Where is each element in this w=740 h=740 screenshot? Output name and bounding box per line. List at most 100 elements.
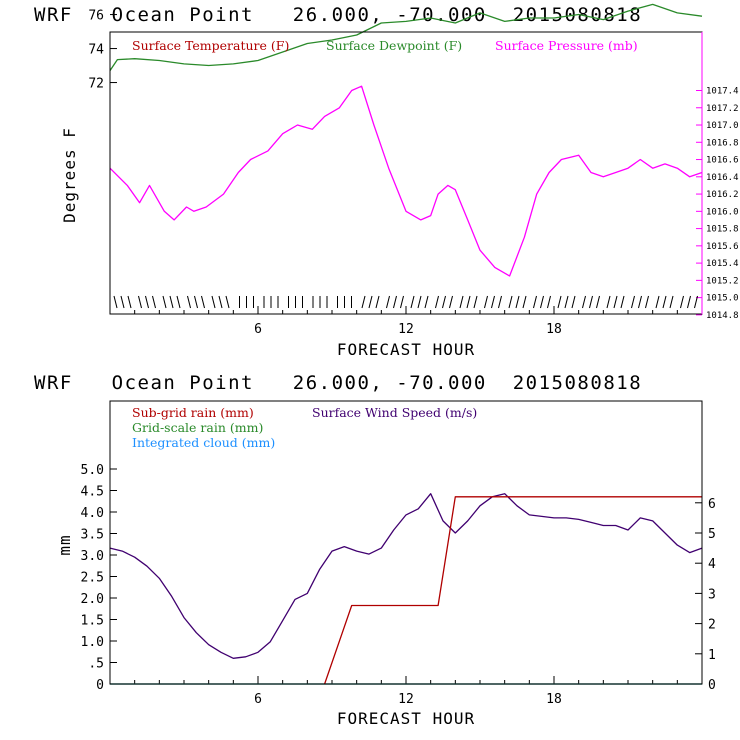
left-tick-label: 76	[88, 9, 104, 24]
series-line-2	[109, 85, 703, 277]
wind-barb	[127, 295, 132, 309]
x-tick-label: 18	[546, 692, 562, 707]
wind-barb	[424, 295, 429, 309]
right-tick-label: 1015.6	[706, 242, 739, 252]
wind-barb	[375, 295, 380, 309]
wind-barb	[211, 295, 216, 309]
series-line-0	[323, 496, 702, 685]
wind-barb	[417, 295, 422, 309]
right-tick-label: 1017.2	[706, 104, 739, 114]
left-tick-label: 3.5	[81, 528, 104, 543]
left-tick-label: 2.5	[81, 571, 104, 586]
legend-integrated-cloud: Integrated cloud (mm)	[132, 435, 275, 450]
x-axis-ticks: 6 12 18	[134, 676, 678, 707]
wind-barb	[589, 295, 593, 309]
wind-barb	[162, 295, 167, 309]
left-tick-label: 1.5	[81, 614, 104, 629]
wind-barbs-row	[113, 295, 698, 309]
left-axis-ticks: 0 .5 1.0 1.5 2.0 2.5 3.0 3.5 4.0 4.5 5.0	[81, 463, 117, 693]
right-tick-label: 1017.4	[706, 87, 739, 97]
left-tick-label: 4.5	[81, 485, 104, 500]
left-tick-label: 74	[88, 43, 104, 58]
wind-barb	[466, 295, 471, 309]
x-tick-label: 12	[398, 692, 414, 707]
wind-barb	[620, 295, 625, 309]
wind-barb	[169, 295, 174, 309]
right-tick-label: 1016.2	[706, 190, 739, 200]
wind-barb	[631, 295, 635, 309]
right-tick-label: 1017.0	[706, 121, 739, 131]
x-tick-label: 6	[254, 322, 262, 337]
wind-barb	[187, 295, 191, 309]
series-line-3	[109, 493, 703, 659]
wind-barb	[680, 295, 684, 309]
legend-gridscale-rain: Grid-scale rain (mm)	[132, 420, 263, 435]
panel-2-series	[109, 493, 703, 685]
left-tick-label: .5	[88, 657, 104, 672]
left-tick-label: 72	[88, 77, 104, 92]
wind-barb	[194, 295, 198, 309]
y-axis-label: mm	[55, 534, 74, 555]
wind-barb	[410, 295, 415, 309]
right-tick-label: 1015.0	[706, 294, 739, 304]
wind-barb	[442, 295, 446, 309]
wind-barb	[449, 295, 453, 309]
x-axis-label: FORECAST HOUR	[337, 709, 475, 728]
wind-barb	[368, 295, 373, 309]
wind-barb	[638, 295, 642, 309]
left-tick-label: 1.0	[81, 635, 104, 650]
wind-barb	[533, 295, 537, 309]
wind-barb	[113, 295, 118, 309]
wind-barb	[613, 295, 618, 309]
x-tick-label: 18	[546, 322, 562, 337]
x-axis-ticks: 6 12 18	[134, 306, 678, 337]
wind-barb	[522, 295, 527, 309]
right-axis-ticks: 0 1 2 3 4 5 6	[695, 497, 716, 693]
left-tick-label: 2.0	[81, 592, 104, 607]
left-tick-label: 3.0	[81, 549, 104, 564]
panel-2-title: WRF Ocean Point 26.000, -70.000 20150808…	[34, 372, 642, 394]
wind-barb	[473, 295, 478, 309]
wind-barb	[582, 295, 586, 309]
right-tick-label: 1015.2	[706, 276, 739, 286]
legend-pressure: Surface Pressure (mb)	[495, 38, 638, 53]
wind-barb	[645, 295, 649, 309]
right-tick-label: 6	[708, 497, 716, 512]
wind-barb	[400, 295, 404, 309]
right-tick-label: 4	[708, 557, 716, 572]
wind-barb	[491, 295, 495, 309]
right-tick-label: 1015.8	[706, 225, 739, 235]
wind-barb	[687, 295, 691, 309]
wind-barb	[120, 295, 125, 309]
wind-barb	[540, 295, 544, 309]
wind-barb	[393, 295, 397, 309]
x-axis-label: FORECAST HOUR	[337, 340, 475, 359]
legend-wind-speed: Surface Wind Speed (m/s)	[312, 405, 477, 420]
right-tick-label: 1016.6	[706, 156, 739, 166]
wind-barb	[547, 295, 551, 309]
panel-temperature: WRF Ocean Point 26.000, -70.000 20150808…	[34, 3, 739, 359]
wind-barb	[225, 295, 230, 309]
panel-1-series	[109, 3, 703, 277]
x-tick-label: 12	[398, 322, 414, 337]
wind-barb	[386, 295, 390, 309]
wind-barb	[176, 295, 181, 309]
wind-barb	[557, 295, 562, 309]
wind-barb	[201, 295, 205, 309]
right-tick-label: 1016.4	[706, 173, 739, 183]
legend-dewpoint: Surface Dewpoint (F)	[326, 38, 462, 53]
wind-barb	[459, 295, 464, 309]
right-tick-label: 1015.4	[706, 259, 739, 269]
wind-barb	[361, 295, 366, 309]
wind-barb	[138, 295, 142, 309]
wind-barb	[606, 295, 611, 309]
wind-barb	[662, 295, 667, 309]
right-axis-ticks: 1014.8 1015.0 1015.2 1015.4 1015.6 1015.8 1016…	[696, 87, 739, 321]
wind-barb	[218, 295, 223, 309]
panel-1-title: WRF Ocean Point 26.000, -70.000 20150808…	[34, 4, 642, 26]
left-tick-label: 5.0	[81, 463, 104, 478]
wind-barb	[571, 295, 576, 309]
wind-barb	[564, 295, 569, 309]
wind-barb	[694, 295, 698, 309]
